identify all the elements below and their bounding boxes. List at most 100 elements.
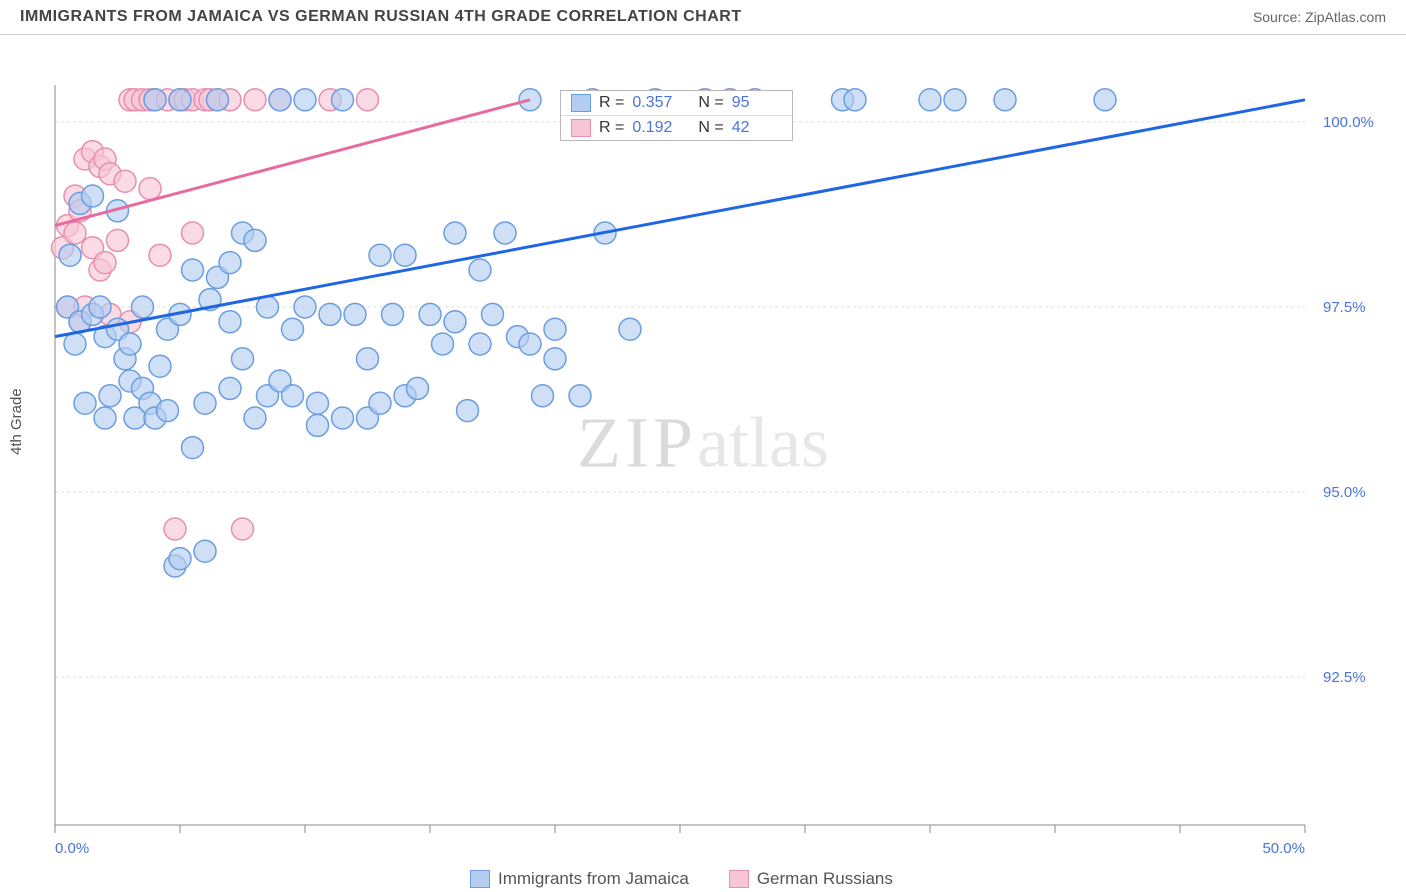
scatter-point: [469, 333, 491, 355]
legend-label: Immigrants from Jamaica: [498, 869, 689, 889]
scatter-point: [382, 303, 404, 325]
scatter-point: [244, 229, 266, 251]
scatter-point: [194, 540, 216, 562]
svg-text:97.5%: 97.5%: [1323, 299, 1366, 316]
scatter-point: [332, 407, 354, 429]
scatter-point: [149, 355, 171, 377]
series-swatch: [571, 94, 591, 112]
n-value: 42: [732, 119, 782, 137]
scatter-point: [232, 518, 254, 540]
scatter-point: [219, 377, 241, 399]
scatter-point: [219, 311, 241, 333]
scatter-point: [519, 333, 541, 355]
scatter-point: [169, 548, 191, 570]
scatter-point: [319, 303, 341, 325]
legend-swatch: [470, 870, 490, 888]
scatter-point: [544, 318, 566, 340]
stats-legend-box: R =0.357N =95R =0.192N =42: [560, 90, 793, 141]
scatter-point: [294, 296, 316, 318]
scatter-point: [1094, 89, 1116, 111]
scatter-chart: 92.5% 95.0% 97.5% 100.0% 0.0% 50.0%: [0, 35, 1406, 885]
scatter-point: [194, 392, 216, 414]
scatter-point: [569, 385, 591, 407]
scatter-point: [444, 311, 466, 333]
scatter-point: [64, 333, 86, 355]
scatter-point: [157, 400, 179, 422]
scatter-point: [332, 89, 354, 111]
y-axis-label: 4th Grade: [8, 388, 25, 455]
stats-row: R = 0.192 N = 42: [561, 116, 792, 140]
chart-header: IMMIGRANTS FROM JAMAICA VS GERMAN RUSSIA…: [0, 0, 1406, 35]
scatter-point: [64, 222, 86, 244]
svg-text:92.5%: 92.5%: [1323, 669, 1366, 686]
scatter-point: [294, 89, 316, 111]
n-label: N =: [698, 94, 723, 112]
scatter-point: [182, 222, 204, 244]
scatter-point: [269, 89, 291, 111]
n-value: 95: [732, 94, 782, 112]
scatter-point: [432, 333, 454, 355]
svg-text:0.0%: 0.0%: [55, 840, 89, 857]
chart-title: IMMIGRANTS FROM JAMAICA VS GERMAN RUSSIA…: [20, 8, 742, 26]
trend-line: [55, 100, 530, 226]
scatter-point: [132, 296, 154, 318]
scatter-point: [164, 518, 186, 540]
scatter-point: [357, 89, 379, 111]
legend-swatch: [729, 870, 749, 888]
scatter-point: [114, 170, 136, 192]
scatter-point: [532, 385, 554, 407]
scatter-point: [619, 318, 641, 340]
scatter-point: [394, 244, 416, 266]
scatter-point: [149, 244, 171, 266]
scatter-point: [369, 392, 391, 414]
scatter-point: [469, 259, 491, 281]
source-label: Source: ZipAtlas.com: [1253, 9, 1386, 25]
scatter-point: [282, 318, 304, 340]
svg-text:50.0%: 50.0%: [1262, 840, 1305, 857]
scatter-point: [457, 400, 479, 422]
scatter-point: [219, 252, 241, 274]
scatter-point: [407, 377, 429, 399]
scatter-point: [344, 303, 366, 325]
scatter-point: [244, 407, 266, 429]
scatter-point: [207, 89, 229, 111]
series-swatch: [571, 119, 591, 137]
stats-row: R =0.357N =95: [561, 91, 792, 116]
scatter-point: [169, 89, 191, 111]
scatter-point: [119, 333, 141, 355]
scatter-point: [944, 89, 966, 111]
scatter-point: [844, 89, 866, 111]
scatter-point: [482, 303, 504, 325]
scatter-point: [94, 252, 116, 274]
scatter-point: [994, 89, 1016, 111]
r-label: R =: [599, 94, 624, 112]
scatter-point: [144, 89, 166, 111]
scatter-point: [282, 385, 304, 407]
scatter-point: [74, 392, 96, 414]
chart-area: 4th Grade ZIPatlas 92.5%95.0%97.5%100.0%…: [0, 35, 1406, 885]
scatter-point: [139, 178, 161, 200]
scatter-point: [82, 185, 104, 207]
scatter-point: [182, 259, 204, 281]
scatter-point: [182, 437, 204, 459]
scatter-point: [494, 222, 516, 244]
legend-item: Immigrants from Jamaica: [470, 869, 689, 889]
bottom-legend: Immigrants from Jamaica German Russians: [470, 869, 893, 889]
scatter-point: [307, 392, 329, 414]
n-label: N =: [698, 119, 723, 137]
svg-text:95.0%: 95.0%: [1323, 484, 1366, 501]
scatter-point: [919, 89, 941, 111]
scatter-point: [94, 407, 116, 429]
scatter-point: [369, 244, 391, 266]
scatter-point: [99, 385, 121, 407]
legend-label: German Russians: [757, 869, 893, 889]
legend-item: German Russians: [729, 869, 893, 889]
scatter-point: [59, 244, 81, 266]
scatter-point: [232, 348, 254, 370]
svg-text:100.0%: 100.0%: [1323, 114, 1374, 131]
scatter-point: [444, 222, 466, 244]
r-label: R =: [599, 119, 624, 137]
scatter-point: [107, 229, 129, 251]
scatter-point: [419, 303, 441, 325]
r-value: 0.192: [632, 119, 682, 137]
